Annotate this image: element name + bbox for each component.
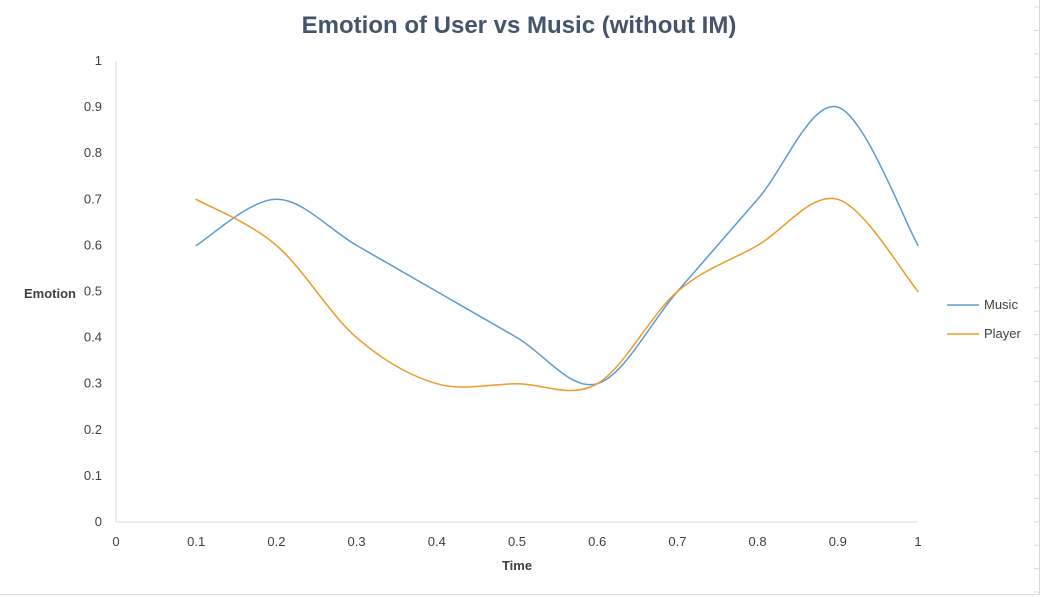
y-tick-label: 0.7 (84, 191, 102, 206)
y-tick-label: 0.6 (84, 237, 102, 252)
y-tick-label: 0.3 (84, 376, 102, 391)
x-tick-label: 0.2 (267, 534, 285, 549)
y-tick-label: 0 (95, 514, 102, 529)
chart-title: Emotion of User vs Music (without IM) (302, 12, 737, 39)
y-tick-label: 1 (95, 53, 102, 68)
y-axis-title: Emotion (24, 286, 76, 301)
y-tick-label: 0.1 (84, 468, 102, 483)
x-tick-label: 0 (112, 534, 119, 549)
y-tick-label: 0.2 (84, 422, 102, 437)
x-tick-label: 0.4 (428, 534, 446, 549)
frame-edge-ticks (1034, 6, 1040, 593)
x-tick-label: 0.6 (588, 534, 606, 549)
y-tick-label: 0.8 (84, 145, 102, 160)
y-tick-label: 0.5 (84, 284, 102, 299)
y-tick-label: 0.4 (84, 330, 102, 345)
series-line-music (195, 105, 919, 386)
x-tick-label: 0.7 (668, 534, 686, 549)
x-tick-label: 1 (914, 534, 921, 549)
x-tick-labels: 0 0.1 0.2 0.3 0.4 0.5 0.6 0.7 0.8 0.9 1 (112, 534, 921, 549)
legend: Music Player (947, 297, 1022, 341)
x-tick-label: 0.1 (187, 534, 205, 549)
x-tick-label: 0.8 (749, 534, 767, 549)
legend-label: Music (984, 297, 1018, 312)
series-lines (195, 105, 919, 392)
x-tick-label: 0.3 (348, 534, 366, 549)
x-axis-title: Time (502, 558, 532, 573)
y-tick-label: 0.9 (84, 99, 102, 114)
series-line-player (195, 197, 919, 392)
x-tick-label: 0.5 (508, 534, 526, 549)
y-tick-labels: 0 0.1 0.2 0.3 0.4 0.5 0.6 0.7 0.8 0.9 1 (84, 53, 102, 529)
x-tick-label: 0.9 (829, 534, 847, 549)
legend-label: Player (984, 326, 1022, 341)
